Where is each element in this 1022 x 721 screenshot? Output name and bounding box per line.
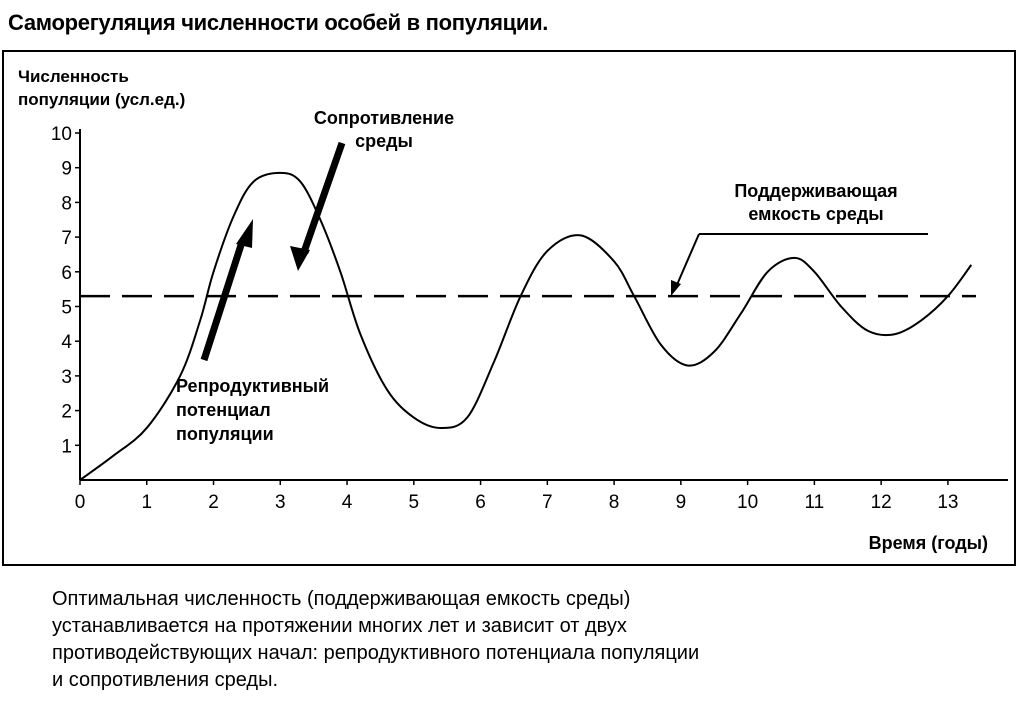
- population-curve: [79, 171, 973, 481]
- x-tick-label: 13: [937, 492, 958, 513]
- y-tick-label: 5: [61, 298, 72, 319]
- chart: Численность популяции (усл.ед.) Время (год…: [18, 67, 1008, 553]
- x-tick-label: 10: [737, 492, 758, 513]
- x-tick-label: 6: [475, 492, 486, 513]
- x-tick-label: 9: [676, 492, 687, 513]
- caption-line: устанавливается на протяжении многих лет…: [52, 615, 627, 637]
- y-axis-label: популяции (усл.ед.): [18, 90, 185, 109]
- y-tick-label: 2: [61, 402, 72, 423]
- x-axis-label: Время (годы): [869, 533, 988, 553]
- y-tick-label: 7: [61, 228, 72, 249]
- x-tick-label: 11: [805, 492, 825, 513]
- resistance-arrow: [299, 141, 346, 261]
- reproductive-potential-label: потенциал: [176, 400, 271, 420]
- y-tick-label: 1: [61, 436, 72, 457]
- carrying-capacity-label: емкость среды: [748, 204, 883, 224]
- x-tick-label: 5: [409, 492, 420, 513]
- y-tick-label: 4: [61, 332, 72, 353]
- x-tick-label: 3: [275, 492, 286, 513]
- x-tick-label: 0: [75, 492, 86, 513]
- environment-resistance-label: Сопротивление: [314, 108, 454, 128]
- y-tick-label: 3: [61, 367, 72, 388]
- x-tick-label: 7: [542, 492, 553, 513]
- y-tick-label: 10: [51, 124, 72, 145]
- capacity-arrowhead: [671, 280, 681, 296]
- page-title: Саморегуляция численности особей в попул…: [8, 10, 549, 35]
- chart-frame: Численность популяции (усл.ед.) Время (год…: [2, 50, 1016, 566]
- y-axis-label: Численность: [18, 67, 129, 86]
- resistance-arrowhead: [290, 246, 310, 271]
- x-tick-label: 2: [208, 492, 219, 513]
- y-tick-label: 6: [61, 263, 72, 284]
- y-tick-label: 9: [61, 159, 72, 180]
- caption: Оптимальная численность (поддерживающая …: [52, 586, 1012, 694]
- x-tick-label: 12: [871, 492, 892, 513]
- x-tick-label: 8: [609, 492, 620, 513]
- caption-line: противодействующих начал: репродуктивног…: [52, 642, 700, 664]
- reproductive-potential-label: популяции: [176, 424, 274, 444]
- reproductive-arrow: [200, 240, 246, 362]
- caption-line: и сопротивления среды.: [52, 669, 279, 691]
- reproductive-potential-label: Репродуктивный: [176, 376, 329, 396]
- capacity-pointer: [675, 233, 700, 288]
- environment-resistance-label: среды: [355, 131, 413, 151]
- y-tick-label: 8: [61, 193, 72, 214]
- caption-line: Оптимальная численность (поддерживающая …: [52, 588, 631, 610]
- reproductive-arrowhead: [236, 219, 253, 248]
- x-tick-label: 4: [342, 492, 353, 513]
- x-tick-label: 1: [141, 492, 152, 513]
- carrying-capacity-label: Поддерживающая: [734, 181, 897, 201]
